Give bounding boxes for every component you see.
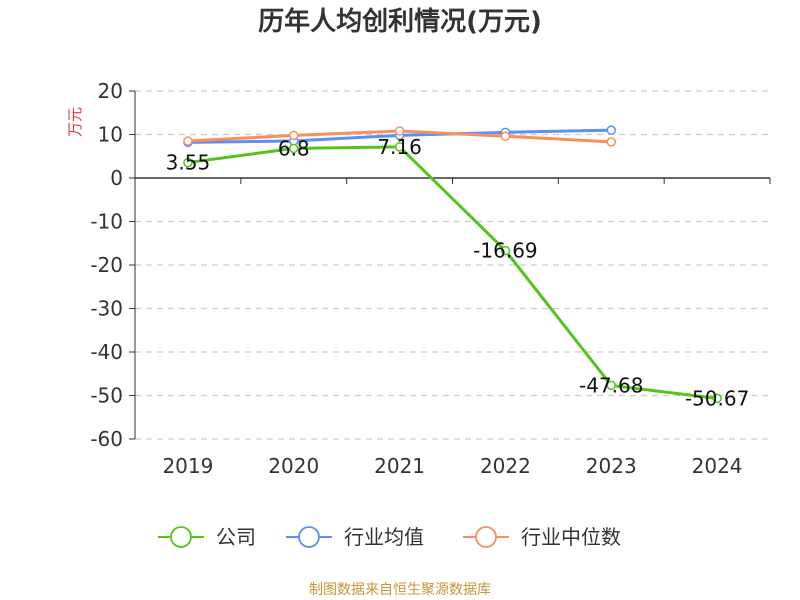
data-point[interactable] — [394, 142, 405, 152]
data-label: -50.67 — [685, 386, 749, 410]
legend-marker — [475, 526, 497, 548]
data-point[interactable] — [183, 157, 193, 168]
y-tick-label: 0 — [110, 166, 123, 190]
data-point[interactable] — [183, 136, 193, 146]
y-tick-label: 10 — [98, 123, 123, 147]
data-point[interactable] — [500, 245, 511, 256]
data-label: 7.16 — [377, 135, 422, 159]
x-tick-label: 2021 — [374, 454, 425, 478]
y-tick-label: 20 — [98, 79, 123, 103]
x-tick-label: 2022 — [480, 454, 531, 478]
y-axis-label: 万元 — [66, 107, 84, 137]
x-tick-label: 2019 — [162, 454, 213, 478]
chart-title: 历年人均创利情况(万元) — [258, 6, 542, 37]
x-tick-label: 2020 — [268, 454, 319, 478]
data-point[interactable] — [289, 130, 299, 141]
x-tick-label: 2024 — [692, 454, 743, 478]
axes: 20 10 0 -10 -20 -30 -40 -50 -60 2019 2020 2021 2022 2… — [90, 79, 771, 478]
y-tick-label: -20 — [90, 253, 123, 277]
legend-label: 行业均值 — [344, 525, 424, 549]
data-point[interactable] — [394, 126, 405, 136]
data-point[interactable] — [289, 143, 299, 154]
data-label: -47.68 — [579, 373, 643, 397]
y-tick-label: -10 — [90, 210, 123, 234]
legend-item-0[interactable]: 公司 — [158, 525, 256, 549]
legend-label: 公司 — [216, 525, 256, 549]
legend-marker — [170, 526, 192, 548]
y-tick-label: -60 — [90, 427, 123, 451]
y-tick-label: -30 — [90, 297, 123, 321]
series-line-0 — [187, 145, 718, 400]
data-label: 6.8 — [278, 136, 310, 160]
data-labels: 3.55 6.8 7.16 -16.69 -47.68 -50.67 — [166, 135, 750, 411]
legend[interactable]: 公司 行业均值 行业中位数 — [158, 525, 621, 549]
source-note: 制图数据来自恒生聚源数据库 — [309, 582, 491, 598]
legend-label: 行业中位数 — [521, 525, 621, 549]
data-label: -16.69 — [473, 239, 537, 263]
y-tick-label: -50 — [90, 384, 123, 408]
x-tick-label: 2023 — [586, 454, 637, 478]
grid — [135, 90, 770, 440]
data-point[interactable] — [500, 131, 511, 141]
data-point[interactable] — [606, 137, 616, 147]
series-layer — [183, 125, 722, 404]
data-point[interactable] — [606, 380, 616, 391]
data-point[interactable] — [712, 393, 722, 404]
legend-marker — [298, 526, 320, 548]
data-point[interactable] — [606, 125, 616, 135]
y-tick-label: -40 — [90, 340, 123, 364]
legend-item-2[interactable]: 行业中位数 — [463, 525, 621, 549]
legend-item-1[interactable]: 行业均值 — [286, 525, 424, 549]
data-label: 3.55 — [166, 151, 211, 175]
